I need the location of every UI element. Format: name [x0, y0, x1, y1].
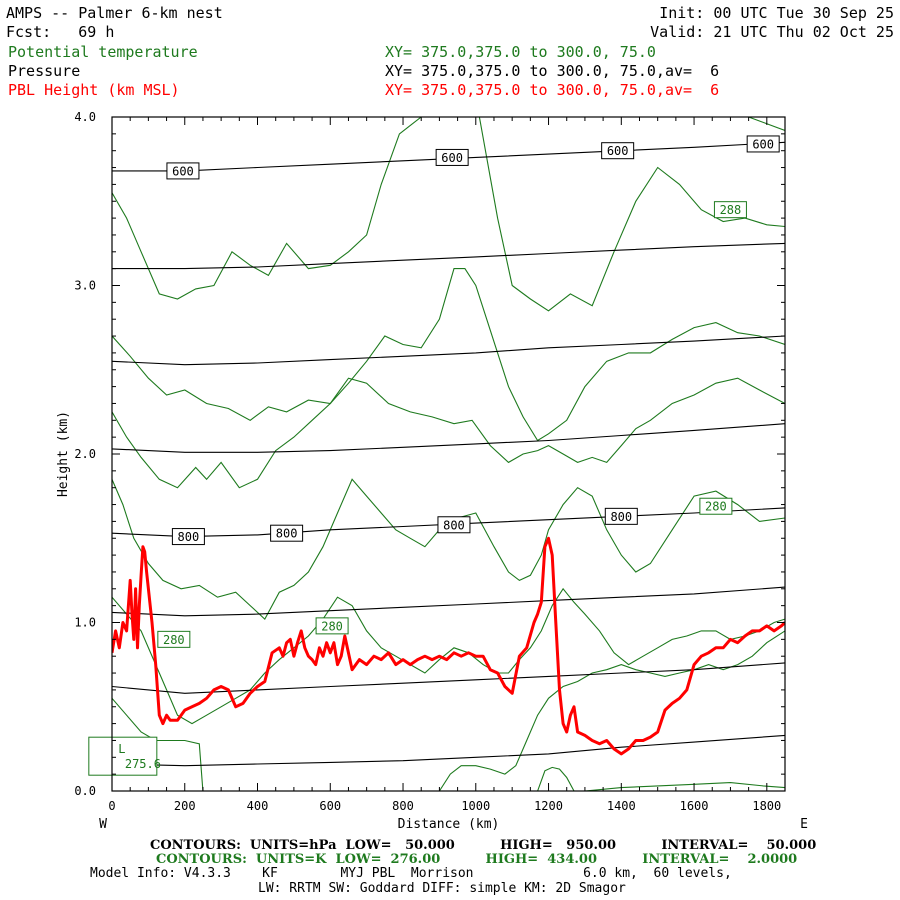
svg-text:800: 800 — [178, 530, 200, 544]
theta-low-letter: L — [118, 742, 125, 756]
contour-labels: 600 600 600 600 800 800 800 800 288 280 280 280 L275… — [88, 135, 780, 776]
x-tick-label: 0 — [108, 799, 115, 813]
x-tick-label: 800 — [392, 799, 414, 813]
y-tick-label: 1.0 — [74, 616, 96, 630]
theta-contour-5 — [112, 587, 785, 725]
theta-label-0: 288 — [713, 201, 747, 219]
svg-text:600: 600 — [607, 144, 629, 158]
field-pbl-name: PBL Height (km MSL) — [8, 81, 180, 99]
theta-label-2: 280 — [157, 630, 191, 648]
pressure-contour-2 — [112, 335, 785, 366]
svg-text:280: 280 — [705, 500, 727, 514]
pressure-contour-5 — [112, 586, 785, 617]
pressure-label-5: 800 — [270, 524, 304, 542]
y-tick-label: 0.0 — [74, 784, 96, 798]
field-theta-name: Potential temperature — [8, 43, 198, 61]
pressure-contour-7 — [112, 734, 785, 767]
svg-text:600: 600 — [172, 164, 194, 178]
pressure-label-0: 600 — [166, 162, 200, 180]
x-tick-label: 200 — [174, 799, 196, 813]
svg-text:800: 800 — [443, 518, 465, 532]
x-tick-label: 1400 — [607, 799, 636, 813]
pressure-label-3: 600 — [746, 135, 780, 153]
pressure-label-7: 800 — [604, 507, 638, 525]
theta-contour-8 — [584, 782, 785, 791]
theta-low-value: 275.6 — [125, 757, 161, 771]
svg-text:280: 280 — [163, 633, 185, 647]
svg-text:600: 600 — [441, 151, 463, 165]
east-end-label: E — [800, 817, 808, 832]
header-valid: Valid: 21 UTC Thu 02 Oct 25 — [650, 23, 894, 41]
x-tick-label: 1800 — [752, 799, 781, 813]
pressure-contour-6 — [112, 662, 785, 694]
theta-contour-4 — [112, 478, 785, 620]
theta-label-1: 280 — [699, 497, 733, 515]
footer-pressure-contours: CONTOURS: UNITS=hPa LOW= 50.000 HIGH= 95… — [150, 838, 817, 853]
field-pressure-xy: XY= 375.0,375.0 to 300.0, 75.0,av= 6 — [385, 62, 720, 80]
svg-text:800: 800 — [276, 527, 298, 541]
y-tick-label: 4.0 — [74, 110, 96, 124]
header-title: AMPS -- Palmer 6-km nest — [6, 4, 223, 22]
west-end-label: W — [99, 817, 107, 832]
svg-text:288: 288 — [720, 203, 742, 217]
pbl-height-series — [112, 536, 785, 756]
theta-contour-2 — [112, 268, 785, 442]
x-tick-label: 1600 — [680, 799, 709, 813]
svg-text:800: 800 — [610, 510, 632, 524]
field-pbl-xy: XY= 375.0,375.0 to 300.0, 75.0,av= 6 — [385, 81, 720, 99]
header-forecast: Fcst: 69 h — [6, 23, 115, 41]
field-theta-xy: XY= 375.0,375.0 to 300.0, 75.0 — [385, 43, 656, 61]
theta-contour-9 — [112, 697, 204, 791]
theta-contour-1 — [112, 117, 785, 312]
pressure-label-1: 600 — [435, 148, 469, 166]
footer-model-info: Model Info: V4.3.3 KF MYJ PBL Morrison 6… — [90, 866, 732, 881]
y-tick-label: 3.0 — [74, 279, 96, 293]
y-tick-label: 2.0 — [74, 447, 96, 461]
footer-theta-contours: CONTOURS: UNITS=K LOW= 276.00 HIGH= 434.… — [156, 852, 798, 867]
pbl-height-line — [112, 536, 785, 756]
x-tick-label: 600 — [319, 799, 341, 813]
axes: 0 200 400 600 800 1000 1200 1400 1600 1800 0.0 1.0 2… — [56, 110, 808, 832]
y-axis-label: Height (km) — [56, 411, 71, 497]
theta-contour-6 — [438, 630, 785, 791]
header-init: Init: 00 UTC Tue 30 Sep 25 — [659, 4, 894, 22]
theta-low-marker: L — [88, 736, 158, 776]
footer-model-info-2: LW: RRTM SW: Goddard DIFF: simple KM: 2D… — [258, 881, 626, 896]
theta-contour-0 — [112, 117, 785, 132]
pressure-contour-3 — [112, 423, 785, 453]
pressure-label-2: 600 — [601, 142, 635, 160]
svg-text:600: 600 — [752, 137, 774, 151]
theta-label-3: 280 — [315, 617, 349, 635]
svg-text:280: 280 — [321, 619, 343, 633]
x-tick-label: 400 — [247, 799, 269, 813]
x-tick-label: 1200 — [534, 799, 563, 813]
theta-contour-7 — [537, 766, 575, 791]
field-pressure-name: Pressure — [8, 62, 81, 80]
pressure-label-6: 800 — [437, 516, 471, 534]
x-tick-label: 1000 — [461, 799, 490, 813]
pressure-label-4: 800 — [171, 528, 205, 546]
pressure-contour-1 — [112, 242, 785, 270]
x-axis-label: Distance (km) — [398, 817, 500, 832]
theta-contours — [112, 117, 785, 791]
theta-contour-3 — [112, 377, 785, 489]
